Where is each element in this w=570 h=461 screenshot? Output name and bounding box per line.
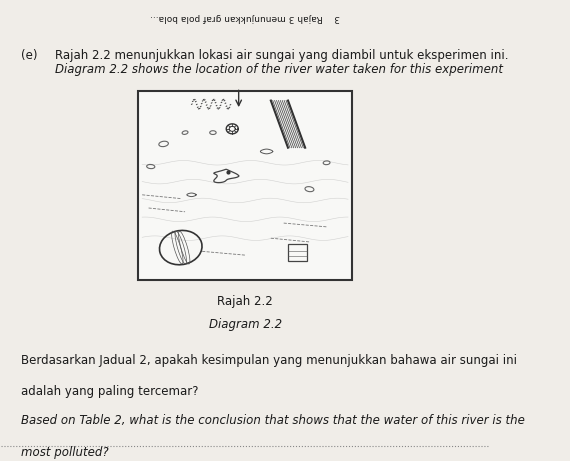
Text: Diagram 2.2: Diagram 2.2 <box>209 318 282 331</box>
Text: (e): (e) <box>21 48 38 61</box>
Text: Rajah 2.2 menunjukkan lokasi air sungai yang diambil untuk eksperimen ini.: Rajah 2.2 menunjukkan lokasi air sungai … <box>55 48 508 61</box>
Text: Based on Table 2, what is the conclusion that shows that the water of this river: Based on Table 2, what is the conclusion… <box>21 414 525 427</box>
Text: Berdasarkan Jadual 2, apakah kesimpulan yang menunjukkan bahawa air sungai ini: Berdasarkan Jadual 2, apakah kesimpulan … <box>21 354 517 366</box>
Bar <box>288 244 307 261</box>
Text: Rajah 2.2: Rajah 2.2 <box>217 296 273 308</box>
Bar <box>138 91 352 280</box>
Text: 3    Rajah 3 menunjukkan graf pola bola...: 3 Rajah 3 menunjukkan graf pola bola... <box>150 12 340 22</box>
Text: most polluted?: most polluted? <box>21 446 108 459</box>
Text: Diagram 2.2 shows the location of the river water taken for this experiment: Diagram 2.2 shows the location of the ri… <box>55 63 503 77</box>
Text: adalah yang paling tercemar?: adalah yang paling tercemar? <box>21 385 198 398</box>
Bar <box>138 91 352 280</box>
